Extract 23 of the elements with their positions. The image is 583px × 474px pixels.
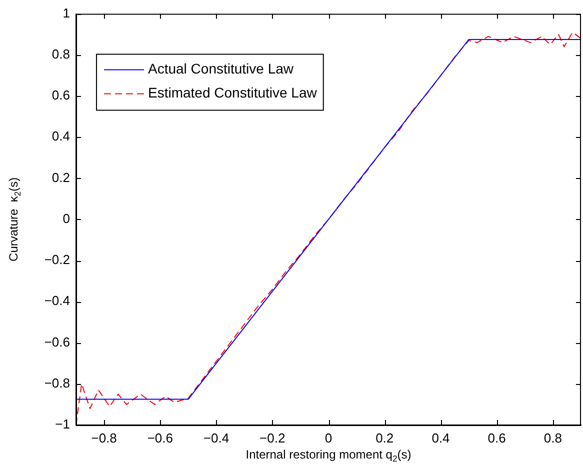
legend-label: Estimated Constitutive Law [148,84,318,101]
y-tick-label: 0 [62,210,70,226]
y-axis-title: Curvature κ2(s) [6,177,23,262]
x-tick-label: −0.2 [260,430,286,446]
x-tick-label: −0.6 [147,430,174,446]
y-tick-label: −0.6 [44,334,70,350]
x-tick-label: 0.4 [432,430,450,446]
x-tick-label: −0.4 [203,430,230,446]
x-tick-label: 0.6 [488,430,506,446]
y-tick-label: 0.6 [52,88,70,103]
y-tick-label: −0.4 [44,293,70,308]
x-tick-label: 0.2 [376,430,394,446]
x-tick-label: 0.8 [544,430,562,446]
y-tick-label: 0.8 [52,46,70,62]
x-tick-label: 0 [324,430,332,446]
y-tick-label: −0.2 [44,252,70,268]
y-tick-label: 0.4 [52,128,70,144]
y-tick-label: −0.8 [44,375,70,390]
legend-label: Actual Constitutive Law [148,60,294,77]
y-tick-label: 1 [62,5,70,20]
x-tick-label: −0.8 [91,430,117,446]
y-tick-label: 0.2 [52,170,70,185]
y-tick-label: −1 [55,416,70,432]
